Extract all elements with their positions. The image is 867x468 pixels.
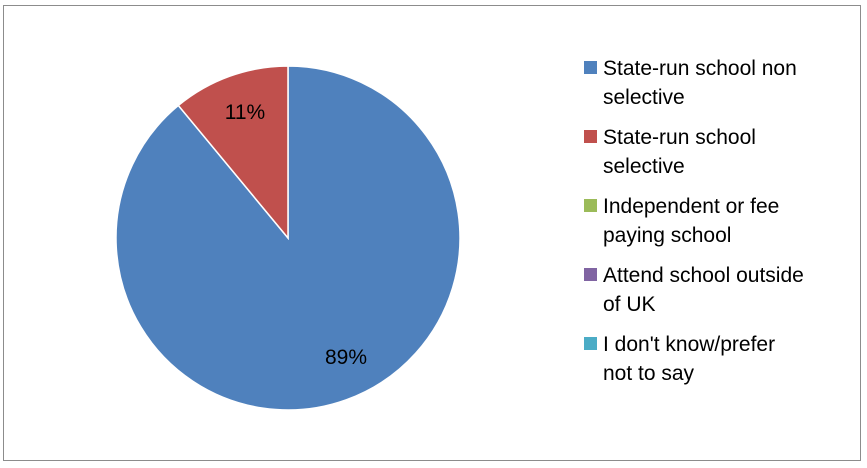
pie-chart: 89% 11% xyxy=(115,65,461,411)
legend-label: State-run school non selective xyxy=(603,57,797,109)
legend: State-run school non selective State-run… xyxy=(584,54,854,399)
legend-item-outside-uk: Attend school outside of UK xyxy=(584,261,854,319)
legend-swatch xyxy=(584,337,597,350)
legend-item-non-selective: State-run school non selective xyxy=(584,54,854,112)
legend-item-dont-know: I don't know/prefer not to say xyxy=(584,330,854,388)
legend-item-selective: State-run school selective xyxy=(584,123,854,181)
chart-frame: 89% 11% State-run school non selective St… xyxy=(3,5,861,461)
data-label-1: 11% xyxy=(225,101,265,124)
legend-label: Independent or fee paying school xyxy=(603,195,780,247)
legend-label: I don't know/prefer not to say xyxy=(603,333,776,385)
legend-swatch xyxy=(584,61,597,74)
legend-swatch xyxy=(584,199,597,212)
pie-slice-1 xyxy=(177,65,289,241)
legend-item-independent: Independent or fee paying school xyxy=(584,192,854,250)
legend-label: State-run school selective xyxy=(603,126,756,178)
legend-swatch xyxy=(584,268,597,281)
data-label-0: 89% xyxy=(325,346,367,369)
legend-swatch xyxy=(584,130,597,143)
legend-label: Attend school outside of UK xyxy=(603,264,804,316)
